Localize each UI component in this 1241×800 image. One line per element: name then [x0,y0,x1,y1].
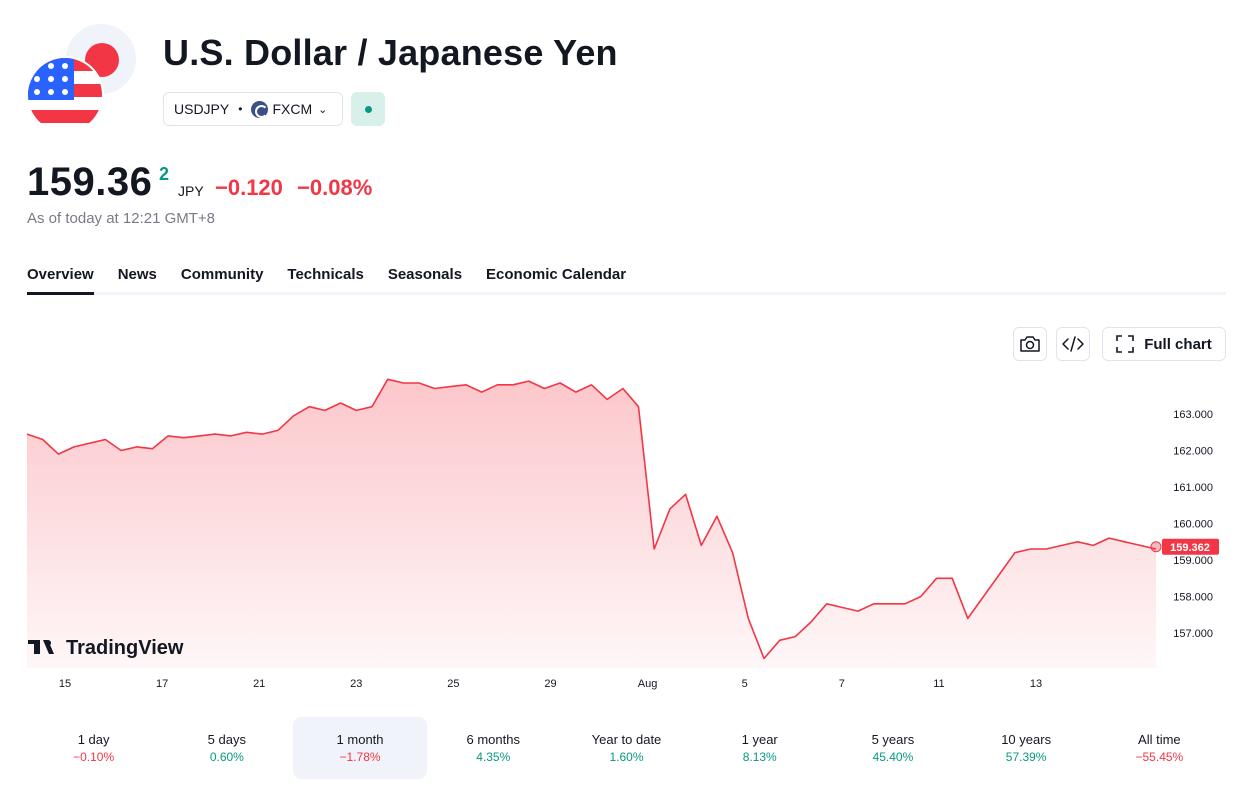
embed-button[interactable] [1056,327,1090,361]
range-change: 57.39% [1005,750,1047,764]
tab-technicals[interactable]: Technicals [287,266,364,283]
x-tick-label: 15 [59,678,71,690]
fullscreen-icon [1116,335,1135,353]
tab-community[interactable]: Community [180,266,264,283]
range-1-month[interactable]: 1 month −1.78% [293,717,427,779]
as-of-timestamp: As of today at 12:21 GMT+8 [27,210,216,227]
tradingview-watermark: TradingView [28,637,184,659]
change-percent: −0.08% [297,175,373,200]
last-price-tag [1162,538,1219,555]
x-tick-label: 21 [253,678,265,690]
range-year-to-date[interactable]: Year to date 1.60% [560,717,693,779]
snapshot-button[interactable] [1013,327,1047,361]
symbol-label: USDJPY [174,101,230,117]
range-change: −55.45% [1135,750,1184,764]
separator-dot: • [238,102,243,116]
range-1-day[interactable]: 1 day −0.10% [27,717,160,779]
range-change: −0.10% [73,750,115,764]
x-tick-label: 5 [742,678,748,690]
range-10-years[interactable]: 10 years 57.39% [960,717,1093,779]
y-tick-label: 160.000 [1173,519,1213,531]
watermark-text: TradingView [66,637,184,659]
currency-pair-flags [26,22,138,134]
x-tick-label: 25 [447,678,459,690]
range-change: 0.60% [209,750,244,764]
range-change: 1.60% [609,750,644,764]
x-tick-label: 7 [839,678,845,690]
range-5-years[interactable]: 5 years 45.40% [826,717,959,779]
price-pipette-digit: 2 [159,164,170,184]
last-point-dot [1150,541,1162,553]
range-all-time[interactable]: All time −55.45% [1093,717,1226,779]
price-line [26,378,1157,660]
x-tick-label: Aug [638,678,658,690]
x-tick-label: 13 [1030,678,1042,690]
x-axis: 15 17 21 23 25 29 Aug 5 7 11 13 [59,678,1042,690]
exchange-label: FXCM [272,101,313,117]
camera-icon [1020,336,1040,352]
market-open-dot-icon [364,105,372,113]
embed-code-icon [1062,336,1084,352]
y-axis: 163.000 162.000 161.000 160.000 159.000 158.0… [1173,409,1213,640]
tab-news[interactable]: News [117,266,157,283]
tradingview-logo-icon [28,640,54,654]
tab-seasonals[interactable]: Seasonals [387,266,463,283]
usa-flag-icon [26,56,104,134]
section-tabs: Overview News Community Technicals Seaso… [27,262,1226,295]
period-selector: 1 day −0.10% 5 days 0.60% 1 month −1.78% 6 … [27,717,1226,779]
tab-overview[interactable]: Overview [27,262,94,295]
range-6-months[interactable]: 6 months 4.35% [427,717,560,779]
x-tick-label: 23 [350,678,362,690]
change-absolute: −0.120 [215,175,283,200]
last-price-tag-label: 159.362 [1170,542,1210,554]
last-price: 159.36 [27,160,153,204]
symbol-selector[interactable]: USDJPY • FXCM ⌄ [163,92,343,126]
y-tick-label: 158.000 [1173,592,1213,604]
range-5-days[interactable]: 5 days 0.60% [160,717,293,779]
x-tick-label: 11 [933,678,944,690]
tab-economic-calendar[interactable]: Economic Calendar [486,266,627,283]
y-tick-label: 161.000 [1173,482,1213,494]
range-change: −1.78% [339,750,381,764]
chevron-down-icon: ⌄ [318,103,328,116]
range-1-year[interactable]: 1 year 8.13% [693,717,826,779]
y-tick-label: 157.000 [1173,628,1213,640]
y-tick-label: 163.000 [1173,409,1213,421]
price-currency: JPY [178,183,204,199]
range-change: 8.13% [742,750,777,764]
exchange-logo-icon [251,100,269,118]
full-chart-button[interactable]: Full chart [1102,327,1226,361]
x-tick-label: 29 [544,678,556,690]
x-tick-label: 17 [156,678,168,690]
last-price-marker: 159.362 [1150,538,1219,555]
y-tick-label: 162.000 [1173,446,1213,458]
y-tick-label: 159.000 [1173,555,1213,567]
page-title: U.S. Dollar / Japanese Yen [163,32,618,73]
price-area-fill [27,379,1156,668]
full-chart-label: Full chart [1144,335,1212,353]
market-status-badge[interactable] [351,92,385,126]
price-chart[interactable]: 163.000 162.000 161.000 160.000 159.000 158.0… [0,370,1241,700]
price-change: −0.120 −0.08% [215,175,380,201]
range-change: 4.35% [476,750,511,764]
range-change: 45.40% [872,750,914,764]
